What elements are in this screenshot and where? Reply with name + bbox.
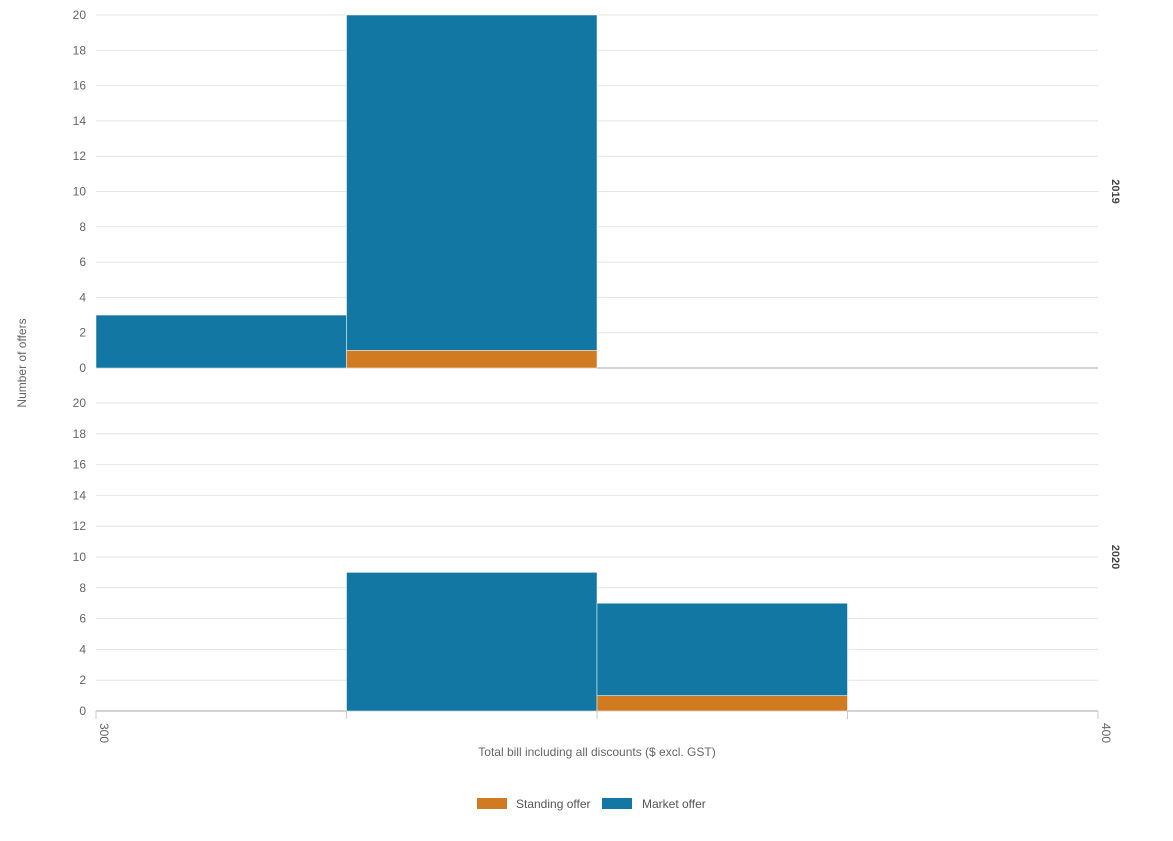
bar-market-offer — [95, 314, 347, 369]
legend: Standing offer Market offer — [477, 797, 706, 811]
y-tick-label: 16 — [73, 458, 87, 472]
y-tick-label: 12 — [73, 149, 87, 163]
x-tick-label: 300 — [97, 723, 111, 743]
facet-panels: 0246810121416182020190246810121416182020… — [73, 8, 1121, 718]
y-tick-label: 14 — [73, 114, 87, 128]
legend-swatch — [602, 798, 632, 809]
y-tick-label: 2 — [79, 673, 86, 687]
facet-2019: 0 2 4 6 8 10 12 14 16 18 20 2019 — [73, 8, 1121, 375]
y-tick-label: 12 — [73, 519, 87, 533]
facet-label: 2019 — [1109, 179, 1121, 203]
y-tick-label: 8 — [79, 581, 86, 595]
y-tick-label: 4 — [79, 642, 86, 656]
y-tick-label: 18 — [73, 427, 87, 441]
legend-label: Market offer — [642, 797, 706, 811]
bar-standing-offer — [596, 695, 848, 712]
bar-market-offer — [596, 602, 848, 696]
y-tick-label: 0 — [79, 361, 86, 375]
x-tick-label: 400 — [1099, 723, 1113, 743]
y-tick-label: 6 — [79, 612, 86, 626]
y-tick-label: 10 — [73, 550, 87, 564]
facet-label: 2020 — [1109, 545, 1121, 569]
bar-market-offer — [346, 572, 598, 712]
legend-item: Standing offer — [477, 797, 591, 811]
y-tick-label: 10 — [73, 185, 87, 199]
y-tick-label: 20 — [73, 396, 87, 410]
y-tick-label: 14 — [73, 488, 87, 502]
y-tick-label: 18 — [73, 43, 87, 57]
x-axis: 300 400 — [95, 711, 1113, 743]
legend-swatch — [477, 798, 507, 809]
y-tick-label: 4 — [79, 290, 86, 304]
y-tick-label: 6 — [79, 255, 86, 269]
bar-market-offer — [346, 14, 598, 351]
y-axis-title: Number of offers — [15, 318, 29, 407]
y-tick-label: 20 — [73, 8, 87, 22]
legend-label: Standing offer — [516, 797, 591, 811]
y-tick-label: 16 — [73, 79, 87, 93]
y-tick-label: 8 — [79, 220, 86, 234]
x-axis-title: Total bill including all discounts ($ ex… — [478, 745, 715, 759]
y-tick-label: 2 — [79, 326, 86, 340]
bar-standing-offer — [346, 350, 598, 369]
legend-item: Market offer — [602, 797, 706, 811]
y-tick-label: 0 — [79, 704, 86, 718]
